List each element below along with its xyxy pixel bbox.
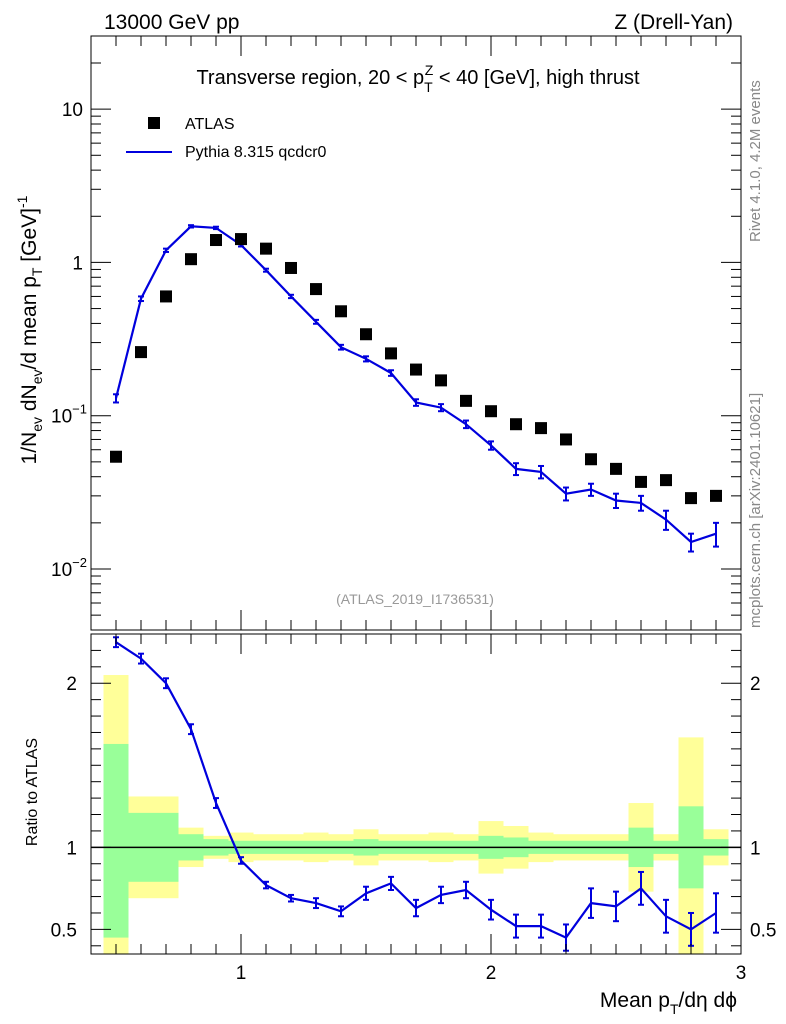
ratio-y-tick-label-right: 2 — [750, 674, 761, 695]
main-y-axis-label-part: T — [29, 267, 45, 276]
main-y-axis-label-part: ev — [29, 417, 45, 432]
main-y-tick-label: 10 — [62, 100, 83, 121]
data-point — [535, 422, 547, 435]
ratio-x-tick-label: 2 — [486, 963, 497, 984]
ratio-x-axis-label-part: /dη dϕ — [679, 989, 737, 1012]
ratio-x-axis-label-sub: T — [670, 1001, 679, 1017]
main-y-axis-label-part: 1/N — [18, 432, 41, 465]
header-right: Z (Drell-Yan) — [614, 11, 733, 34]
ratio-y-tick-label: 2 — [66, 674, 77, 695]
legend-label-atlas: ATLAS — [185, 116, 235, 133]
data-point — [560, 433, 572, 446]
main-y-tick-label: 10−2 — [51, 555, 87, 581]
main-y-axis-label: 1/Nev dNev/d mean pT [GeV]-1 — [14, 195, 45, 464]
side-label-mcplots: mcplots.cern.ch [arXiv:2401.10621] — [747, 393, 764, 628]
ratio-band-stat — [103, 743, 129, 938]
data-point — [685, 492, 697, 505]
data-point — [435, 374, 447, 387]
data-point — [485, 405, 497, 418]
main-y-axis-label-part: [GeV] — [18, 208, 41, 268]
ratio-x-axis-label-part: Mean p — [600, 989, 670, 1012]
main-title-sub: T — [424, 79, 433, 95]
data-point — [160, 290, 172, 303]
data-point — [235, 233, 247, 246]
main-y-tick-label-base: 10 — [51, 407, 72, 428]
analysis-id: (ATLAS_2019_I1736531) — [336, 591, 494, 607]
main-y-axis-label-part: dN — [18, 384, 41, 417]
main-y-axis-label-part: -1 — [14, 195, 30, 208]
main-title-sup: Z — [425, 62, 434, 78]
data-point — [460, 394, 472, 407]
main-y-tick-label: 10−1 — [51, 402, 87, 428]
main-plot-area — [110, 224, 722, 553]
main-y-axis-label-part: ev — [29, 369, 45, 384]
data-point — [260, 242, 272, 255]
ratio-line — [115, 641, 717, 939]
main-title: Transverse region, 20 < pTZ < 40 [GeV], … — [196, 62, 640, 95]
mc-line — [114, 225, 717, 544]
ratio-y-tick-label-right: 0.5 — [750, 920, 776, 941]
data-point — [635, 475, 647, 488]
main-y-tick-label-base: 10 — [51, 560, 72, 581]
ratio-axes: 0.5 0.5 1 1 2 2 1 2 3 — [51, 634, 776, 984]
data-point — [210, 234, 222, 247]
main-y-tick-label-exp: −2 — [72, 555, 87, 570]
legend-label-pythia: Pythia 8.315 qcdcr0 — [185, 144, 327, 161]
data-point — [185, 253, 197, 266]
data-point — [360, 328, 372, 341]
data-point — [285, 261, 297, 274]
data-point — [610, 462, 622, 475]
main-title-part: Transverse region, 20 < p — [196, 67, 424, 89]
ratio-y-tick-label: 0.5 — [51, 920, 77, 941]
main-title-part: < 40 [GeV], high thrust — [433, 67, 640, 89]
legend: ATLAS Pythia 8.315 qcdcr0 — [126, 116, 327, 161]
data-point — [710, 489, 722, 502]
header-left: 13000 GeV pp — [104, 11, 239, 34]
ratio-x-tick-label: 1 — [236, 963, 247, 984]
ratio-y-tick-label: 1 — [66, 838, 77, 859]
ratio-plot-area — [91, 636, 741, 954]
data-point — [110, 450, 122, 463]
ratio-panel: 0.5 0.5 1 1 2 2 1 2 3 Ratio to ATLAS Mean pT/dη … — [24, 633, 776, 1017]
ratio-x-tick-label: 3 — [736, 963, 747, 984]
side-label-rivet: Rivet 4.1.0, 4.2M events — [747, 80, 764, 242]
data-point — [310, 283, 322, 296]
data-point — [585, 453, 597, 466]
data-point — [335, 305, 347, 318]
main-y-axis-label-part: /d mean p — [18, 276, 41, 369]
data-point — [135, 346, 147, 359]
main-y-tick-label: 1 — [72, 253, 83, 274]
ratio-y-tick-label-right: 1 — [750, 838, 761, 859]
legend-marker-atlas — [148, 117, 160, 129]
data-point — [385, 347, 397, 360]
data-point — [510, 418, 522, 431]
data-point — [410, 363, 422, 376]
main-y-tick-label-exp: −1 — [72, 402, 87, 417]
ratio-x-axis-label: Mean pT/dη dϕ — [600, 989, 737, 1017]
ratio-y-axis-label: Ratio to ATLAS — [24, 738, 41, 846]
data-point — [660, 474, 672, 487]
